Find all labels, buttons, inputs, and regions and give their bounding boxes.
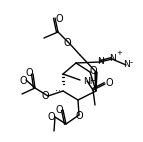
Text: O: O: [75, 111, 83, 121]
Text: O: O: [47, 112, 55, 122]
Text: O: O: [25, 68, 33, 78]
Text: O: O: [55, 105, 63, 115]
Text: N: N: [97, 57, 103, 65]
Text: -: -: [130, 59, 133, 67]
Text: O: O: [89, 66, 97, 76]
Text: ··: ··: [55, 86, 61, 96]
Text: N: N: [123, 59, 129, 68]
Text: O: O: [41, 91, 49, 101]
Text: O: O: [19, 76, 27, 86]
Polygon shape: [95, 72, 97, 91]
Text: N: N: [109, 54, 115, 62]
Text: O: O: [63, 38, 71, 48]
Text: NH: NH: [83, 77, 97, 85]
Text: +: +: [116, 50, 122, 56]
Text: O: O: [105, 78, 113, 88]
Text: O: O: [55, 14, 63, 24]
